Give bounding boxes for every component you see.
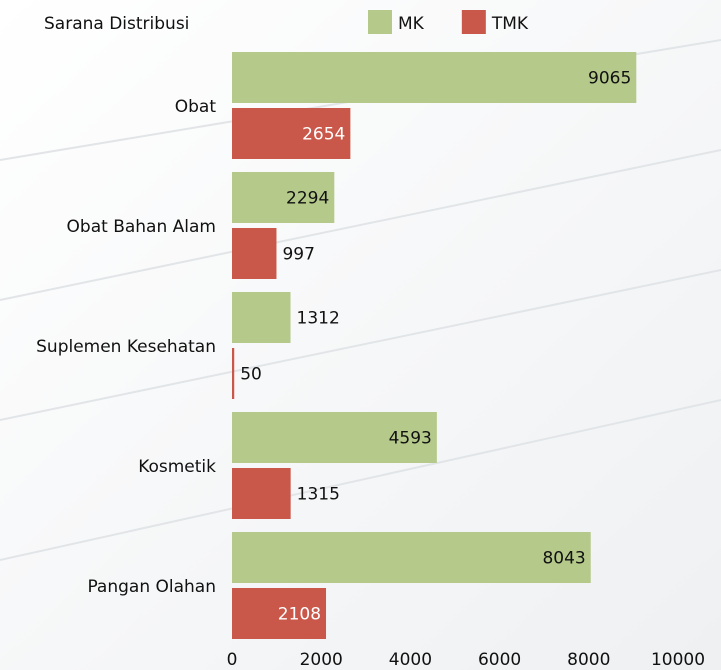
bar <box>232 52 637 103</box>
x-tick-label: 4000 <box>389 650 432 670</box>
data-label: 1312 <box>297 309 340 329</box>
data-label: 997 <box>282 245 314 265</box>
x-tick-label: 8000 <box>567 650 610 670</box>
bar <box>232 172 335 223</box>
x-tick-label: 2000 <box>300 650 343 670</box>
y-tick-label: Obat Bahan Alam <box>67 217 216 237</box>
bar <box>232 532 591 583</box>
bar <box>232 108 351 159</box>
y-tick-label: Pangan Olahan <box>87 577 216 597</box>
bar <box>232 228 277 279</box>
x-tick-label: 6000 <box>478 650 521 670</box>
legend-label: TMK <box>491 14 529 34</box>
data-label: 50 <box>240 365 262 385</box>
data-label: 4593 <box>389 429 432 449</box>
bar <box>232 412 437 463</box>
x-tick-label: 10000 <box>651 650 705 670</box>
legend-swatch <box>461 10 486 34</box>
bar <box>232 292 291 343</box>
bar <box>232 468 291 519</box>
data-label: 1315 <box>297 485 340 505</box>
y-tick-label: Kosmetik <box>138 457 216 477</box>
y-tick-label: Suplemen Kesehatan <box>36 337 216 357</box>
legend-label: MK <box>398 14 425 34</box>
data-label: 9065 <box>588 69 631 89</box>
x-tick-label: 0 <box>227 650 238 670</box>
chart-title: Sarana Distribusi <box>44 14 189 34</box>
bar <box>232 348 235 399</box>
data-label: 2294 <box>286 189 329 209</box>
y-tick-label: Obat <box>175 97 217 117</box>
legend-swatch <box>368 10 392 34</box>
bar <box>232 588 327 639</box>
data-label: 2654 <box>302 125 345 145</box>
data-label: 2108 <box>278 605 321 625</box>
data-label: 8043 <box>542 549 585 569</box>
